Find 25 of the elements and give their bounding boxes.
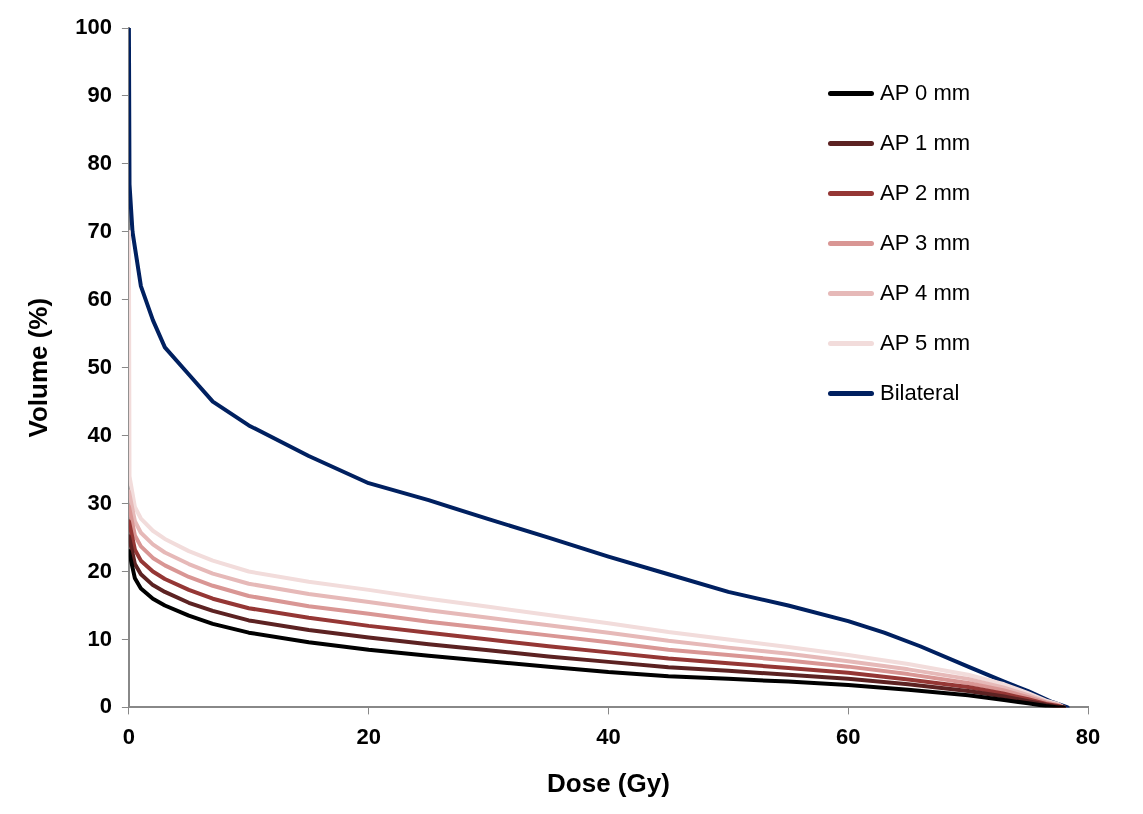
y-tick-label: 0: [99, 693, 112, 719]
y-tick-label: 50: [87, 353, 112, 379]
legend-label: AP 5 mm: [880, 330, 971, 356]
y-tick-label: 30: [87, 489, 112, 515]
y-axis-title: Volume (%): [22, 297, 53, 438]
x-tick-label: 0: [122, 723, 136, 749]
y-tick-label: 90: [87, 82, 112, 107]
legend-label: AP 3 mm: [880, 230, 971, 256]
x-tick-label: 40: [596, 723, 621, 749]
legend-label: AP 0 mm: [880, 80, 971, 106]
y-tick-label: 40: [87, 421, 112, 447]
y-tick-label: 80: [87, 149, 112, 175]
y-tick-label: 70: [87, 217, 112, 243]
legend-label: Bilateral: [880, 380, 960, 406]
y-tick-label: 20: [87, 557, 112, 583]
x-tick-label: 80: [1075, 723, 1101, 749]
legend-label: AP 2 mm: [880, 180, 971, 206]
legend-label: AP 4 mm: [880, 280, 971, 306]
x-axis-title: Dose (Gy): [547, 767, 670, 798]
y-tick-label: 60: [87, 285, 112, 311]
y-tick-label: 10: [87, 625, 112, 651]
y-tick-label: 100: [75, 14, 112, 40]
x-tick-label: 60: [835, 723, 861, 749]
legend-label: AP 1 mm: [880, 130, 971, 156]
x-tick-label: 20: [356, 723, 381, 749]
